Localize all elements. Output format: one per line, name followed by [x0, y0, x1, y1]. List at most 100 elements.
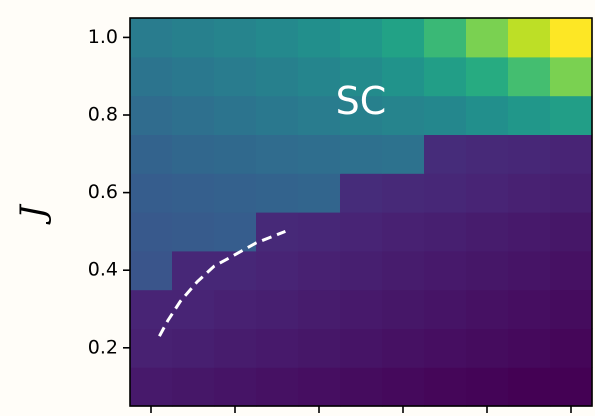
heatmap-cell: [382, 289, 425, 329]
heatmap-cell: [214, 289, 257, 329]
y-tick-label: 0.4: [88, 259, 118, 281]
heatmap-cell: [550, 95, 593, 135]
heatmap-cell: [466, 173, 509, 213]
heatmap-cell: [130, 56, 173, 97]
heatmap-cell: [172, 289, 215, 329]
heatmap-cell: [466, 18, 509, 58]
heatmap-cell: [214, 328, 257, 368]
heatmap-cell: [172, 95, 215, 135]
heatmap-cell: [214, 95, 257, 135]
heatmap-cell: [340, 250, 383, 291]
heatmap-cell: [298, 95, 341, 135]
heatmap-cell: [550, 173, 593, 213]
heatmap-cell: [172, 173, 215, 213]
heatmap-cell: [340, 367, 383, 407]
heatmap-cell: [130, 134, 173, 174]
heatmap-cell: [172, 56, 215, 97]
y-tick-label: 0.2: [88, 336, 118, 358]
heatmap-cell: [256, 289, 299, 329]
heatmap-cell: [508, 212, 551, 252]
y-tick-label: 0.6: [88, 181, 118, 203]
heatmap-cell: [340, 95, 383, 135]
heatmap-cell: [466, 212, 509, 252]
annotation-label: SC: [336, 79, 387, 123]
heatmap-cell: [214, 250, 257, 291]
heatmap-cell: [130, 367, 173, 407]
heatmap-cell: [256, 328, 299, 368]
heatmap-cell: [256, 173, 299, 213]
y-tick-label: 1.0: [88, 26, 118, 48]
heatmap-cell: [340, 134, 383, 174]
heatmap-cell: [382, 250, 425, 291]
heatmap-cell: [298, 250, 341, 291]
heatmap-cells: [130, 18, 593, 407]
heatmap-cell: [382, 95, 425, 135]
heatmap-cell: [340, 289, 383, 329]
y-tick-label: 0.8: [88, 104, 118, 126]
heatmap-cell: [466, 134, 509, 174]
heatmap-cell: [214, 18, 257, 58]
heatmap-cell: [340, 56, 383, 97]
heatmap-cell: [508, 56, 551, 97]
y-axis-label: J: [13, 203, 53, 225]
x-axis: [150, 406, 572, 413]
heatmap-cell: [298, 328, 341, 368]
heatmap-cell: [298, 367, 341, 407]
annotations: SC: [336, 79, 387, 123]
heatmap-cell: [466, 289, 509, 329]
heatmap-cell: [214, 134, 257, 174]
heatmap-cell: [550, 212, 593, 252]
heatmap-cell: [508, 289, 551, 329]
heatmap-cell: [382, 134, 425, 174]
heatmap-cell: [256, 250, 299, 291]
heatmap-cell: [466, 56, 509, 97]
heatmap-cell: [172, 134, 215, 174]
heatmap-cell: [256, 367, 299, 407]
heatmap-cell: [382, 367, 425, 407]
heatmap-cell: [466, 250, 509, 291]
heatmap-cell: [508, 134, 551, 174]
heatmap-cell: [340, 328, 383, 368]
heatmap-cell: [340, 173, 383, 213]
heatmap-cell: [550, 367, 593, 407]
heatmap-cell: [298, 212, 341, 252]
heatmap-cell: [550, 18, 593, 58]
heatmap-cell: [340, 212, 383, 252]
heatmap-cell: [382, 173, 425, 213]
heatmap-cell: [508, 328, 551, 368]
heatmap-cell: [256, 212, 299, 252]
heatmap-cell: [466, 328, 509, 368]
heatmap-cell: [130, 173, 173, 213]
heatmap-cell: [508, 18, 551, 58]
heatmap-cell: [424, 173, 467, 213]
heatmap-cell: [424, 56, 467, 97]
heatmap-cell: [256, 18, 299, 58]
heatmap-cell: [508, 250, 551, 291]
heatmap-cell: [424, 367, 467, 407]
heatmap-cell: [214, 367, 257, 407]
heatmap-cell: [130, 328, 173, 368]
heatmap-cell: [424, 212, 467, 252]
heatmap-cell: [172, 212, 215, 252]
heatmap-cell: [298, 173, 341, 213]
heatmap-cell: [466, 95, 509, 135]
heatmap-cell: [550, 56, 593, 97]
heatmap-cell: [256, 56, 299, 97]
heatmap-cell: [298, 18, 341, 58]
heatmap-cell: [298, 289, 341, 329]
heatmap-cell: [298, 134, 341, 174]
heatmap-cell: [130, 250, 173, 291]
dashed-boundary-line: [158, 230, 286, 337]
heatmap-cell: [214, 212, 257, 252]
heatmap-cell: [424, 328, 467, 368]
heatmap-cell: [130, 95, 173, 135]
heatmap-cell: [382, 18, 425, 58]
y-axis: 0.2 0.4 0.6 0.8 1.0: [88, 26, 130, 358]
heatmap-cell: [550, 250, 593, 291]
heatmap-cell: [508, 173, 551, 213]
heatmap-cell: [550, 134, 593, 174]
heatmap-cell: [382, 56, 425, 97]
heatmap-cell: [256, 95, 299, 135]
heatmap-cell: [550, 289, 593, 329]
